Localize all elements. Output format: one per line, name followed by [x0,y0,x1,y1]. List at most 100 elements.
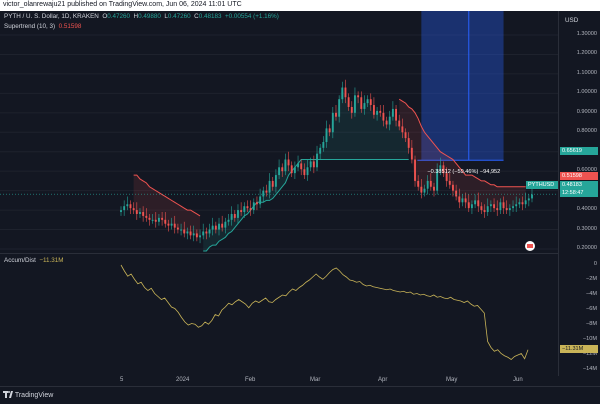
candle [180,229,183,231]
ad-tick: −6M [585,306,597,312]
candle [385,120,388,125]
chart-area[interactable]: −0.38512 (−59.46%) −94,952 [0,11,558,376]
candle [391,108,394,117]
tradingview-logo[interactable]: TradingView [3,391,53,399]
candle [237,210,239,218]
low-value: 0.47260 [167,13,191,20]
candle [347,97,350,107]
candle [192,233,195,236]
candle [322,142,325,148]
candle [290,165,293,174]
candle [284,159,287,172]
candle [120,210,122,213]
candle [458,196,461,203]
candle [129,204,132,209]
candle [363,103,366,109]
candle [477,200,480,207]
supertrend-label: Supertrend (10, 3) [4,23,56,30]
candle [230,213,233,220]
ad-tick: −8M [585,321,597,327]
candle [502,202,505,209]
candle [205,231,208,234]
time-label: Apr [378,377,388,383]
candle [246,206,249,209]
candle [379,110,382,113]
candle [233,213,236,218]
candle [186,231,189,234]
event-flag-icon[interactable] [525,241,535,251]
candle [211,225,214,230]
tradingview-brand: TradingView [14,392,54,399]
price-tick: 1.30000 [576,31,597,37]
price-tick: 1.20000 [576,50,597,57]
candle [366,99,369,104]
candle [306,167,309,176]
candle [243,206,246,213]
candle [442,165,445,174]
candle [240,210,243,213]
candle [360,97,363,109]
candle [388,116,391,125]
time-label: May [446,377,458,383]
pane-divider[interactable] [0,253,558,254]
supertrend-down-line-fill [133,175,201,238]
candle [303,169,306,176]
tradingview-logo-icon [3,391,13,398]
price-chart[interactable]: −0.38512 (−59.46%) −94,952 [0,11,558,376]
measure-box[interactable] [421,11,504,161]
countdown-label: 12:58:47 [560,189,598,197]
candle [154,219,157,222]
candle [512,206,514,209]
candle [404,132,407,139]
candle [278,167,281,176]
supertrend-up-line-fill [203,87,409,251]
candle [316,153,318,168]
candle [221,223,224,228]
candle [401,126,404,133]
candle [148,217,151,220]
time-label: Jun [513,377,523,383]
candle [489,204,492,207]
candle [142,212,145,216]
candle [256,202,258,205]
time-axis[interactable]: 5 2024 Feb Mar Apr May Jun [0,376,558,386]
time-label: Mar [310,377,321,383]
candle [145,215,148,218]
supertrend-value: 0.51598 [58,23,82,30]
candle [202,231,205,236]
candle [357,95,360,98]
candle [173,223,176,228]
ad-tick: −2M [585,276,597,282]
supertrend-down-line-2 [398,98,526,188]
candle [271,180,274,187]
candle [139,212,141,214]
candle [350,106,353,113]
candle [218,223,220,230]
candle [331,112,334,133]
candle [407,138,410,148]
candle [309,161,312,168]
candle [493,204,496,209]
candle [414,159,416,181]
candle [508,208,511,211]
candle [518,202,521,205]
candle [208,229,211,234]
candle [252,202,255,211]
candle [426,180,429,189]
candle [319,147,322,154]
candle [297,163,299,168]
candle [354,95,356,113]
price-tick: 0.20000 [576,245,597,251]
candle [474,200,477,205]
price-tick: 0.40000 [576,206,597,213]
price-tick: 0.30000 [576,225,597,232]
candle [249,208,252,211]
candle [170,223,173,226]
candle [189,231,192,236]
candle [452,184,454,191]
candle [433,186,435,191]
candle [227,219,230,222]
candle [195,233,198,238]
candle [259,196,262,205]
accum-legend: Accum/Dist −11.31M [4,257,64,264]
